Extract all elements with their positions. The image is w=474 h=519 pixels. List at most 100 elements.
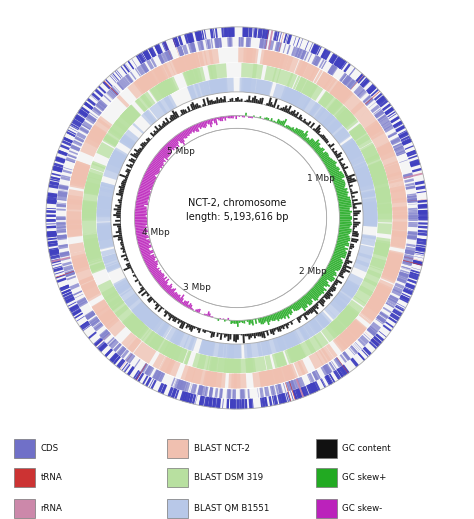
Wedge shape xyxy=(346,177,352,180)
Wedge shape xyxy=(336,155,341,159)
Wedge shape xyxy=(56,223,66,225)
Wedge shape xyxy=(215,100,217,104)
Wedge shape xyxy=(148,166,160,173)
Wedge shape xyxy=(305,294,313,303)
Wedge shape xyxy=(286,34,292,45)
Wedge shape xyxy=(370,166,385,177)
Wedge shape xyxy=(275,312,280,321)
Wedge shape xyxy=(401,295,410,299)
Wedge shape xyxy=(375,240,390,250)
Wedge shape xyxy=(185,323,189,329)
Wedge shape xyxy=(264,39,267,49)
Wedge shape xyxy=(375,333,384,342)
Wedge shape xyxy=(397,278,407,283)
Wedge shape xyxy=(92,107,101,115)
Wedge shape xyxy=(339,73,347,82)
Wedge shape xyxy=(301,50,306,60)
Wedge shape xyxy=(135,305,153,322)
Wedge shape xyxy=(268,330,270,331)
Wedge shape xyxy=(147,367,155,376)
Wedge shape xyxy=(222,333,224,334)
Wedge shape xyxy=(384,107,394,115)
Wedge shape xyxy=(137,75,153,92)
Wedge shape xyxy=(327,291,333,296)
Wedge shape xyxy=(85,125,107,148)
Wedge shape xyxy=(145,49,152,59)
Wedge shape xyxy=(192,309,194,311)
Wedge shape xyxy=(109,149,127,167)
Wedge shape xyxy=(329,143,335,148)
Wedge shape xyxy=(418,227,428,228)
Wedge shape xyxy=(418,210,428,212)
Wedge shape xyxy=(353,209,354,211)
Wedge shape xyxy=(136,65,145,76)
Wedge shape xyxy=(199,81,210,97)
Wedge shape xyxy=(339,213,350,215)
Wedge shape xyxy=(316,72,332,89)
Wedge shape xyxy=(187,33,192,43)
Wedge shape xyxy=(362,201,377,213)
Wedge shape xyxy=(405,183,415,186)
Wedge shape xyxy=(247,389,250,399)
Wedge shape xyxy=(363,333,371,340)
Wedge shape xyxy=(298,326,308,340)
Wedge shape xyxy=(198,122,201,129)
Wedge shape xyxy=(72,309,82,316)
Wedge shape xyxy=(308,384,314,394)
Wedge shape xyxy=(346,257,349,260)
Wedge shape xyxy=(113,235,122,238)
Wedge shape xyxy=(146,293,150,297)
Wedge shape xyxy=(403,291,412,295)
Wedge shape xyxy=(125,352,133,362)
Wedge shape xyxy=(138,282,141,284)
Wedge shape xyxy=(223,27,227,37)
Wedge shape xyxy=(56,37,418,399)
Wedge shape xyxy=(348,124,363,136)
Wedge shape xyxy=(185,301,189,307)
Wedge shape xyxy=(367,85,375,93)
Wedge shape xyxy=(323,50,330,60)
Wedge shape xyxy=(352,161,369,175)
Wedge shape xyxy=(264,104,266,105)
Wedge shape xyxy=(374,336,382,344)
Wedge shape xyxy=(275,121,277,124)
Wedge shape xyxy=(158,276,167,284)
Wedge shape xyxy=(210,119,213,125)
Wedge shape xyxy=(405,250,415,253)
Wedge shape xyxy=(267,316,271,322)
Wedge shape xyxy=(310,383,316,393)
Wedge shape xyxy=(79,111,87,117)
Wedge shape xyxy=(61,289,71,294)
Wedge shape xyxy=(333,371,339,380)
Wedge shape xyxy=(314,56,321,66)
Wedge shape xyxy=(135,224,147,226)
Wedge shape xyxy=(199,386,204,395)
Wedge shape xyxy=(234,399,236,409)
Wedge shape xyxy=(122,250,126,253)
Wedge shape xyxy=(110,353,119,363)
Wedge shape xyxy=(283,324,286,327)
Wedge shape xyxy=(353,162,371,181)
Wedge shape xyxy=(173,378,177,387)
Wedge shape xyxy=(209,79,216,94)
Wedge shape xyxy=(109,75,117,83)
Wedge shape xyxy=(376,315,386,323)
Wedge shape xyxy=(70,174,87,189)
Wedge shape xyxy=(413,260,423,265)
Wedge shape xyxy=(393,121,403,128)
Wedge shape xyxy=(67,201,82,210)
Wedge shape xyxy=(210,100,213,104)
Wedge shape xyxy=(180,132,184,139)
Wedge shape xyxy=(378,209,392,212)
Wedge shape xyxy=(230,116,232,118)
Wedge shape xyxy=(287,45,291,54)
Wedge shape xyxy=(408,233,417,234)
Wedge shape xyxy=(75,294,83,298)
Wedge shape xyxy=(273,336,286,352)
Wedge shape xyxy=(161,282,168,288)
Wedge shape xyxy=(83,103,92,110)
Wedge shape xyxy=(307,310,310,314)
Wedge shape xyxy=(349,125,366,141)
Wedge shape xyxy=(357,244,374,260)
Wedge shape xyxy=(153,353,165,369)
